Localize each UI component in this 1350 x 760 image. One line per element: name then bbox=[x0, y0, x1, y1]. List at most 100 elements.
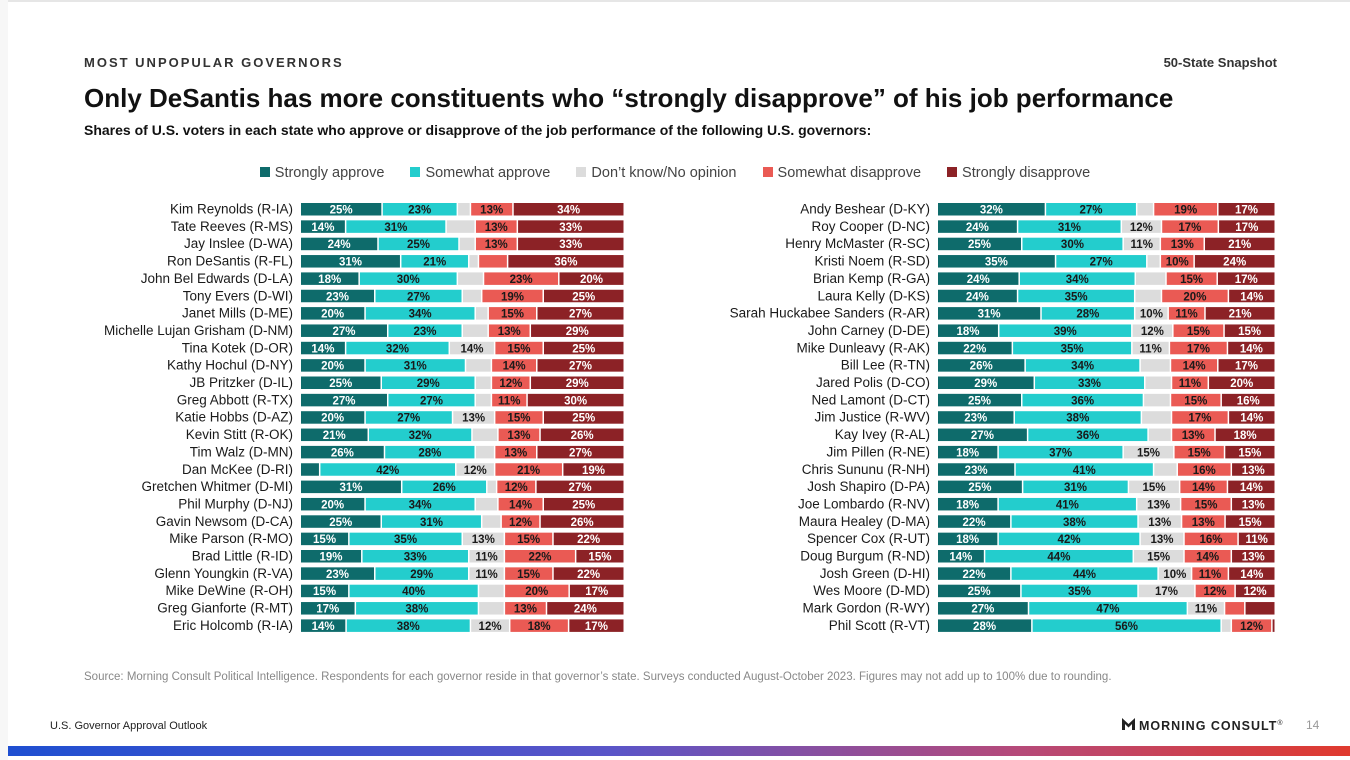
bar-segment-doug-burgum-r-nd-don-t-know-no-opinion bbox=[1134, 550, 1184, 563]
data-label-mike-dewine-r-oh-strongly-approve: 15% bbox=[313, 586, 336, 598]
legend-item-no-opinion: Don’t know/No opinion bbox=[576, 165, 737, 181]
bar-segment-andy-beshear-d-ky-somewhat-disapprove bbox=[1154, 203, 1218, 216]
bar-segment-phil-murphy-d-nj-strongly-disapprove bbox=[544, 497, 624, 511]
bar-segment-john-carney-d-de-don-t-know-no-opinion bbox=[1132, 324, 1173, 337]
bar-segment-mike-dunleavy-r-ak-strongly-disapprove bbox=[1228, 341, 1275, 355]
governor-label-josh-shapiro-d-pa: Josh Shapiro (D-PA) bbox=[807, 479, 930, 494]
bar-segment-kim-reynolds-r-ia-strongly-disapprove bbox=[513, 203, 624, 216]
data-label-brad-little-r-id-somewhat-disapprove: 22% bbox=[528, 552, 551, 564]
bar-segment-jared-polis-d-co-strongly-disapprove bbox=[1209, 376, 1275, 389]
data-label-greg-gianforte-r-mt-somewhat-disapprove: 13% bbox=[514, 604, 537, 616]
bar-segment-kristi-noem-r-sd-somewhat-approve bbox=[1056, 255, 1147, 268]
data-label-jim-justice-r-wv-somewhat-approve: 38% bbox=[1066, 413, 1089, 425]
bar-segment-dan-mckee-d-ri-strongly-approve bbox=[301, 463, 319, 476]
governor-label-gretchen-whitmer-d-mi: Gretchen Whitmer (D-MI) bbox=[141, 479, 293, 494]
bar-segment-jay-inslee-d-wa-strongly-disapprove bbox=[518, 237, 624, 251]
bar-segment-kevin-stitt-r-ok-somewhat-approve bbox=[369, 428, 472, 442]
data-label-jb-pritzker-d-il-strongly-approve: 25% bbox=[329, 378, 352, 390]
governor-label-mike-parson-r-mo: Mike Parson (R-MO) bbox=[169, 531, 293, 546]
bar-segment-josh-green-d-hi-somewhat-approve bbox=[1011, 567, 1158, 580]
data-label-kevin-stitt-r-ok-strongly-disapprove: 26% bbox=[571, 430, 594, 442]
bar-segment-tate-reeves-r-ms-strongly-approve bbox=[301, 220, 345, 233]
bar-segment-kristi-noem-r-sd-somewhat-disapprove bbox=[1161, 255, 1194, 268]
bar-segment-andy-beshear-d-ky-strongly-approve bbox=[938, 203, 1045, 216]
bar-segment-kristi-noem-r-sd-strongly-approve bbox=[938, 255, 1055, 268]
data-label-roy-cooper-d-nc-don-t-know-no-opinion: 12% bbox=[1130, 222, 1153, 234]
data-label-brian-kemp-r-ga-strongly-approve: 24% bbox=[967, 274, 990, 286]
brand-logo: MORNING CONSULT® bbox=[1122, 718, 1284, 733]
bar-segment-janet-mills-d-me-strongly-disapprove bbox=[537, 307, 624, 320]
bar-segment-gavin-newsom-d-ca-don-t-know-no-opinion bbox=[482, 515, 501, 528]
data-label-kim-reynolds-r-ia-somewhat-approve: 23% bbox=[408, 205, 431, 217]
bar-segment-tim-walz-d-mn-strongly-approve bbox=[301, 445, 384, 459]
data-label-phil-murphy-d-nj-somewhat-disapprove: 14% bbox=[509, 499, 532, 511]
bar-segment-brian-kemp-r-ga-somewhat-approve bbox=[1019, 272, 1135, 285]
bar-segment-kim-reynolds-r-ia-somewhat-disapprove bbox=[471, 203, 513, 216]
governor-label-josh-green-d-hi: Josh Green (D-HI) bbox=[820, 566, 930, 581]
bar-segment-roy-cooper-d-nc-strongly-disapprove bbox=[1219, 220, 1275, 233]
governor-label-mike-dewine-r-oh: Mike DeWine (R-OH) bbox=[165, 583, 293, 598]
data-label-kay-ivey-r-al-strongly-disapprove: 18% bbox=[1234, 430, 1257, 442]
bar-segment-brad-little-r-id-strongly-disapprove bbox=[576, 550, 624, 563]
data-label-kay-ivey-r-al-strongly-approve: 27% bbox=[971, 430, 994, 442]
bar-segment-gretchen-whitmer-d-mi-somewhat-approve bbox=[402, 480, 487, 494]
bar-segment-dan-mckee-d-ri-don-t-know-no-opinion bbox=[456, 463, 494, 476]
data-label-sarah-huckabee-sanders-r-ar-strongly-approve: 31% bbox=[978, 309, 1001, 321]
section-kicker: MOST UNPOPULAR GOVERNORS bbox=[84, 55, 344, 70]
bar-segment-chris-sununu-r-nh-don-t-know-no-opinion bbox=[1154, 463, 1177, 476]
bar-segment-tim-walz-d-mn-strongly-disapprove bbox=[537, 445, 624, 459]
bar-segment-sarah-huckabee-sanders-r-ar-don-t-know-no-opinion bbox=[1135, 307, 1168, 320]
data-label-josh-shapiro-d-pa-strongly-disapprove: 14% bbox=[1240, 482, 1263, 494]
data-label-sarah-huckabee-sanders-r-ar-don-t-know-no-opinion: 10% bbox=[1140, 309, 1163, 321]
bar-segment-kevin-stitt-r-ok-somewhat-disapprove bbox=[498, 428, 540, 442]
governor-label-spencer-cox-r-ut: Spencer Cox (R-UT) bbox=[807, 531, 930, 546]
data-label-andy-beshear-d-ky-somewhat-disapprove: 19% bbox=[1174, 205, 1197, 217]
governor-label-laura-kelly-d-ks: Laura Kelly (D-KS) bbox=[817, 288, 930, 303]
bar-segment-tony-evers-d-wi-somewhat-disapprove bbox=[482, 289, 543, 303]
data-label-jared-polis-d-co-somewhat-approve: 33% bbox=[1078, 378, 1101, 390]
data-label-sarah-huckabee-sanders-r-ar-strongly-disapprove: 21% bbox=[1229, 309, 1252, 321]
bar-segment-kathy-hochul-d-ny-don-t-know-no-opinion bbox=[466, 359, 491, 372]
bar-segment-eric-holcomb-r-ia-strongly-disapprove bbox=[569, 619, 624, 632]
bar-segment-jay-inslee-d-wa-strongly-approve bbox=[301, 237, 378, 251]
governor-label-chris-sununu-r-nh: Chris Sununu (R-NH) bbox=[802, 462, 930, 477]
data-label-gretchen-whitmer-d-mi-strongly-approve: 31% bbox=[339, 482, 362, 494]
bar-segment-john-bel-edwards-d-la-somewhat-approve bbox=[359, 272, 457, 285]
data-label-chris-sununu-r-nh-somewhat-approve: 41% bbox=[1073, 465, 1096, 477]
bar-segment-jb-pritzker-d-il-strongly-approve bbox=[301, 376, 381, 389]
data-label-jim-pillen-r-ne-strongly-approve: 18% bbox=[956, 447, 979, 459]
data-label-josh-shapiro-d-pa-don-t-know-no-opinion: 15% bbox=[1143, 482, 1166, 494]
data-label-mike-dunleavy-r-ak-strongly-disapprove: 14% bbox=[1240, 343, 1263, 355]
data-label-maura-healey-d-ma-somewhat-disapprove: 13% bbox=[1192, 517, 1215, 529]
bar-segment-henry-mcmaster-r-sc-strongly-disapprove bbox=[1205, 237, 1275, 251]
data-label-chris-sununu-r-nh-somewhat-disapprove: 16% bbox=[1193, 465, 1216, 477]
bar-segment-john-bel-edwards-d-la-strongly-approve bbox=[301, 272, 359, 285]
data-label-andy-beshear-d-ky-somewhat-approve: 27% bbox=[1080, 205, 1103, 217]
page-title: Only DeSantis has more constituents who … bbox=[84, 83, 1174, 113]
data-label-jared-polis-d-co-somewhat-disapprove: 11% bbox=[1179, 378, 1201, 390]
data-label-greg-gianforte-r-mt-somewhat-approve: 38% bbox=[405, 604, 428, 616]
bar-segment-jay-inslee-d-wa-somewhat-approve bbox=[378, 237, 459, 251]
data-label-gavin-newsom-d-ca-strongly-disapprove: 26% bbox=[571, 517, 594, 529]
bar-segment-mike-parson-r-mo-strongly-approve bbox=[301, 532, 349, 546]
data-label-henry-mcmaster-r-sc-don-t-know-no-opinion: 11% bbox=[1131, 239, 1153, 251]
brand-name: MORNING CONSULT bbox=[1139, 719, 1278, 733]
bar-segment-glenn-youngkin-r-va-strongly-disapprove bbox=[553, 567, 624, 580]
bar-segment-joe-lombardo-r-nv-somewhat-disapprove bbox=[1181, 497, 1231, 511]
page-number: 14 bbox=[1306, 718, 1320, 732]
governor-label-bill-lee-r-tn: Bill Lee (R-TN) bbox=[841, 358, 930, 373]
data-label-sarah-huckabee-sanders-r-ar-somewhat-disapprove: 11% bbox=[1175, 309, 1197, 321]
data-label-mike-dewine-r-oh-strongly-disapprove: 17% bbox=[585, 586, 608, 598]
bar-segment-mark-gordon-r-wy-somewhat-disapprove bbox=[1225, 602, 1245, 615]
governor-label-mark-gordon-r-wy: Mark Gordon (R-WY) bbox=[802, 601, 930, 616]
bar-segment-chris-sununu-r-nh-somewhat-approve bbox=[1015, 463, 1153, 476]
bar-segment-katie-hobbs-d-az-strongly-disapprove bbox=[544, 411, 624, 424]
data-label-jim-justice-r-wv-strongly-approve: 23% bbox=[964, 413, 987, 425]
bar-segment-josh-shapiro-d-pa-don-t-know-no-opinion bbox=[1129, 480, 1179, 494]
data-label-josh-green-d-hi-somewhat-disapprove: 11% bbox=[1199, 569, 1221, 581]
bar-segment-gretchen-whitmer-d-mi-somewhat-disapprove bbox=[497, 480, 536, 494]
bar-segment-joe-lombardo-r-nv-don-t-know-no-opinion bbox=[1137, 497, 1180, 511]
data-label-bill-lee-r-tn-strongly-approve: 26% bbox=[970, 361, 993, 373]
bar-segment-greg-gianforte-r-mt-strongly-disapprove bbox=[547, 602, 624, 615]
bar-segment-janet-mills-d-me-strongly-approve bbox=[301, 307, 365, 320]
